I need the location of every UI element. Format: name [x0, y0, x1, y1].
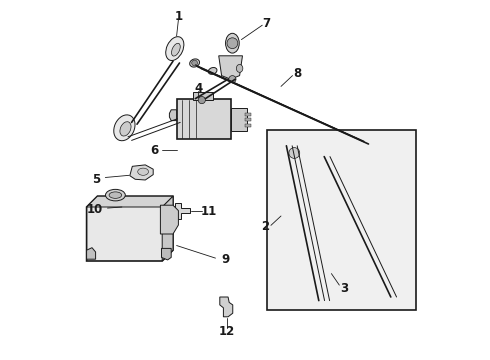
- Text: 5: 5: [93, 173, 101, 186]
- Bar: [245, 118, 251, 121]
- Text: 12: 12: [219, 325, 235, 338]
- Bar: [231, 108, 247, 131]
- Polygon shape: [160, 205, 178, 234]
- Ellipse shape: [225, 33, 239, 53]
- Ellipse shape: [123, 198, 141, 212]
- Polygon shape: [168, 205, 175, 216]
- Polygon shape: [366, 137, 386, 158]
- Ellipse shape: [190, 59, 199, 67]
- Ellipse shape: [172, 43, 180, 56]
- Ellipse shape: [132, 204, 146, 216]
- Text: 11: 11: [201, 205, 217, 218]
- Ellipse shape: [114, 115, 135, 141]
- Bar: [245, 124, 251, 127]
- Text: 6: 6: [150, 144, 158, 157]
- Polygon shape: [87, 196, 173, 207]
- Ellipse shape: [208, 68, 217, 74]
- Circle shape: [289, 148, 300, 158]
- Bar: [176, 99, 231, 139]
- Ellipse shape: [109, 192, 122, 198]
- Bar: [193, 92, 213, 100]
- Circle shape: [227, 38, 238, 49]
- Text: 2: 2: [261, 220, 269, 233]
- Ellipse shape: [120, 122, 131, 136]
- Polygon shape: [162, 196, 173, 261]
- Bar: [267, 130, 416, 310]
- Polygon shape: [170, 110, 176, 121]
- Polygon shape: [175, 203, 190, 219]
- Circle shape: [198, 96, 205, 104]
- Ellipse shape: [166, 37, 184, 60]
- Circle shape: [192, 60, 197, 66]
- Text: 3: 3: [340, 282, 348, 294]
- Text: 10: 10: [87, 203, 103, 216]
- Polygon shape: [219, 56, 243, 79]
- Ellipse shape: [105, 189, 125, 201]
- Text: 8: 8: [293, 67, 301, 80]
- Polygon shape: [87, 248, 96, 259]
- Polygon shape: [162, 248, 171, 260]
- Ellipse shape: [138, 168, 148, 175]
- Text: 7: 7: [263, 17, 270, 30]
- Text: 1: 1: [174, 10, 182, 23]
- Polygon shape: [220, 297, 233, 317]
- Bar: [245, 113, 251, 116]
- Text: 4: 4: [194, 82, 202, 95]
- Circle shape: [229, 76, 236, 83]
- Ellipse shape: [236, 64, 243, 72]
- Circle shape: [371, 144, 378, 151]
- Polygon shape: [87, 196, 173, 261]
- Text: 9: 9: [221, 253, 229, 266]
- Polygon shape: [130, 165, 153, 180]
